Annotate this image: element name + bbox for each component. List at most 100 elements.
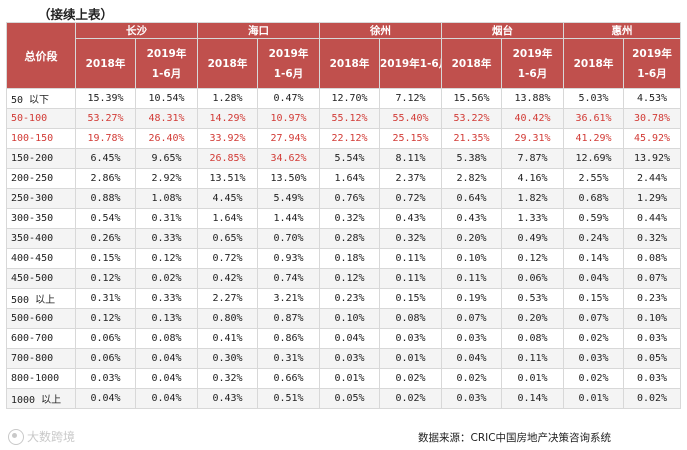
value-cell: 26.40% [135, 128, 198, 149]
value-cell: 2.37% [379, 168, 442, 189]
value-cell: 0.03% [623, 328, 681, 349]
value-cell: 14.29% [197, 108, 258, 129]
value-cell: 5.54% [319, 148, 380, 169]
value-cell: 0.05% [319, 388, 380, 409]
range-header: 总价段 [6, 22, 76, 89]
table-row: 50-100 53.27% 48.31% 14.29% 10.97% 55.12% 55.4… [6, 108, 681, 129]
price-range-table: 总价段 长沙 海口 徐州 烟台 惠州 2018年 2019年 1-6月 2018年… [6, 22, 681, 409]
value-cell: 0.08% [379, 308, 442, 329]
value-cell: 0.59% [563, 208, 624, 229]
value-cell: 0.76% [319, 188, 380, 209]
table-row: 300-350 0.54% 0.31% 1.64% 1.44% 0.32% 0.43% 0.4… [6, 208, 681, 229]
value-cell: 0.03% [319, 348, 380, 369]
value-cell: 1.33% [501, 208, 564, 229]
range-label: 700-800 [6, 348, 76, 369]
value-cell: 0.33% [135, 288, 198, 309]
value-cell: 0.12% [135, 248, 198, 269]
table-row: 250-300 0.88% 1.08% 4.45% 5.49% 0.76% 0.72% 0.6… [6, 188, 681, 209]
value-cell: 0.03% [379, 328, 442, 349]
range-label: 50 以下 [6, 88, 76, 109]
value-cell: 0.02% [379, 388, 442, 409]
value-cell: 1.64% [319, 168, 380, 189]
value-cell: 15.56% [441, 88, 502, 109]
value-cell: 5.49% [257, 188, 320, 209]
range-label: 800-1000 [6, 368, 76, 389]
value-cell: 0.11% [379, 248, 442, 269]
value-cell: 0.12% [75, 308, 136, 329]
value-cell: 40.42% [501, 108, 564, 129]
value-cell: 12.69% [563, 148, 624, 169]
value-cell: 0.03% [623, 368, 681, 389]
value-cell: 0.87% [257, 308, 320, 329]
table-row: 400-450 0.15% 0.12% 0.72% 0.93% 0.18% 0.11% 0.1… [6, 248, 681, 269]
value-cell: 1.64% [197, 208, 258, 229]
city-header-huizhou: 惠州 [563, 22, 681, 39]
value-cell: 0.49% [501, 228, 564, 249]
value-cell: 0.26% [75, 228, 136, 249]
value-cell: 2.86% [75, 168, 136, 189]
value-cell: 0.72% [379, 188, 442, 209]
value-cell: 0.06% [75, 348, 136, 369]
value-cell: 0.11% [379, 268, 442, 289]
value-cell: 4.53% [623, 88, 681, 109]
period-header-2018: 2018年 [319, 38, 380, 89]
value-cell: 0.04% [441, 348, 502, 369]
range-label: 250-300 [6, 188, 76, 209]
value-cell: 0.44% [623, 208, 681, 229]
value-cell: 13.51% [197, 168, 258, 189]
value-cell: 0.07% [441, 308, 502, 329]
value-cell: 41.29% [563, 128, 624, 149]
value-cell: 0.10% [441, 248, 502, 269]
value-cell: 0.04% [75, 388, 136, 409]
value-cell: 0.14% [563, 248, 624, 269]
value-cell: 0.11% [441, 268, 502, 289]
value-cell: 0.01% [379, 348, 442, 369]
value-cell: 6.45% [75, 148, 136, 169]
value-cell: 0.30% [197, 348, 258, 369]
data-source-note: 数据来源：CRIC中国房地产决策咨询系统 [418, 432, 612, 444]
value-cell: 0.07% [563, 308, 624, 329]
table-row: 350-400 0.26% 0.33% 0.65% 0.70% 0.28% 0.32% 0.2… [6, 228, 681, 249]
value-cell: 0.70% [257, 228, 320, 249]
value-cell: 13.50% [257, 168, 320, 189]
value-cell: 0.20% [441, 228, 502, 249]
city-header-xuzhou: 徐州 [319, 22, 442, 39]
value-cell: 26.85% [197, 148, 258, 169]
value-cell: 2.55% [563, 168, 624, 189]
value-cell: 0.47% [257, 88, 320, 109]
value-cell: 0.15% [563, 288, 624, 309]
value-cell: 0.24% [563, 228, 624, 249]
value-cell: 0.23% [319, 288, 380, 309]
value-cell: 15.39% [75, 88, 136, 109]
header-row-periods: 2018年 2019年 1-6月 2018年 2019年 1-6月 2018年 20… [7, 38, 681, 89]
table-row: 1000 以上 0.04% 0.04% 0.43% 0.51% 0.05% 0.02% 0.0… [6, 388, 681, 409]
table-row: 700-800 0.06% 0.04% 0.30% 0.31% 0.03% 0.01% 0.0… [6, 348, 681, 369]
value-cell: 13.88% [501, 88, 564, 109]
value-cell: 9.65% [135, 148, 198, 169]
table-row: 600-700 0.06% 0.08% 0.41% 0.86% 0.04% 0.03% 0.0… [6, 328, 681, 349]
value-cell: 0.64% [441, 188, 502, 209]
value-cell: 1.08% [135, 188, 198, 209]
value-cell: 0.32% [623, 228, 681, 249]
range-label: 200-250 [6, 168, 76, 189]
range-label: 50-100 [6, 108, 76, 129]
value-cell: 0.04% [563, 268, 624, 289]
value-cell: 0.12% [75, 268, 136, 289]
value-cell: 0.08% [135, 328, 198, 349]
value-cell: 1.29% [623, 188, 681, 209]
value-cell: 30.78% [623, 108, 681, 129]
table-row: 500-600 0.12% 0.13% 0.80% 0.87% 0.10% 0.08% 0.0… [6, 308, 681, 329]
value-cell: 13.92% [623, 148, 681, 169]
value-cell: 0.80% [197, 308, 258, 329]
value-cell: 0.12% [501, 248, 564, 269]
value-cell: 0.07% [623, 268, 681, 289]
value-cell: 1.82% [501, 188, 564, 209]
value-cell: 0.03% [441, 388, 502, 409]
range-label: 100-150 [6, 128, 76, 149]
table-caption: （接续上表） [38, 7, 114, 22]
value-cell: 0.20% [501, 308, 564, 329]
value-cell: 0.06% [75, 328, 136, 349]
city-header-changsha: 长沙 [75, 22, 198, 39]
range-label: 450-500 [6, 268, 76, 289]
